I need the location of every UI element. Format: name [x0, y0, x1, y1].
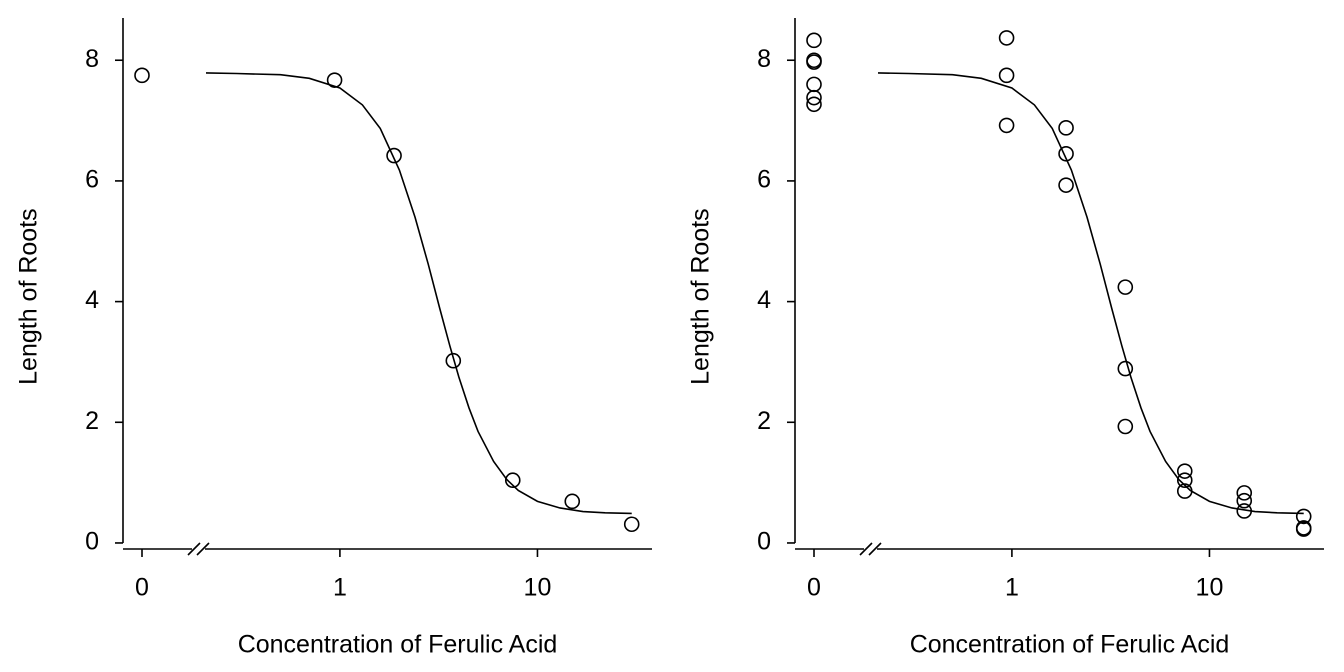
data-point — [1176, 463, 1193, 479]
data-point — [1117, 279, 1134, 295]
y-tick-label: 2 — [757, 407, 771, 435]
data-point — [1295, 521, 1312, 537]
data-point — [806, 54, 822, 70]
panel: 0 2 4 6 8 0 1 10 Concentration of Ferulic Acid Le… — [15, 18, 652, 659]
x-tick-label: 1 — [333, 574, 347, 602]
x-axis-label: Concentration of Ferulic Acid — [238, 631, 558, 659]
axis-break — [196, 542, 210, 556]
data-point — [1117, 360, 1134, 377]
data-point — [1058, 120, 1074, 136]
x-tick-label: 10 — [1196, 574, 1224, 602]
data-point — [998, 67, 1015, 84]
data-point — [1236, 485, 1253, 501]
axis-break — [859, 542, 873, 556]
data-point — [1176, 483, 1193, 499]
data-point — [806, 89, 822, 106]
y-tick-label: 0 — [85, 528, 99, 556]
data-point — [806, 96, 822, 113]
data-point — [623, 516, 640, 533]
fit-curve — [877, 72, 1304, 515]
data-point — [1117, 418, 1134, 435]
data-point — [134, 67, 150, 84]
y-axis-label: Length of Roots — [687, 208, 715, 385]
x-tick-label: 0 — [135, 574, 149, 602]
data-point — [386, 147, 402, 164]
x-tick-label: 1 — [1005, 574, 1019, 602]
fit-curve — [205, 72, 632, 515]
x-axis-label: Concentration of Ferulic Acid — [910, 631, 1230, 659]
y-tick-label: 4 — [757, 286, 771, 314]
data-point — [504, 472, 521, 489]
y-tick-label: 6 — [757, 166, 771, 194]
data-point — [998, 117, 1015, 134]
y-tick-label: 8 — [85, 45, 99, 73]
axis-break — [868, 542, 882, 556]
data-point — [1176, 472, 1193, 489]
y-tick-label: 8 — [757, 45, 771, 73]
data-point — [1058, 145, 1074, 162]
y-axis-label: Length of Roots — [15, 208, 43, 385]
panel: 0 2 4 6 8 0 1 10 Concentration of Ferulic Acid Le… — [687, 18, 1324, 659]
y-tick-label: 6 — [85, 166, 99, 194]
data-point — [806, 76, 822, 93]
data-point — [445, 352, 462, 369]
data-point — [564, 493, 581, 510]
y-tick-label: 4 — [85, 286, 99, 314]
axis-break — [187, 542, 201, 556]
x-tick-label: 0 — [807, 574, 821, 602]
data-point — [1236, 503, 1253, 519]
data-point — [1236, 492, 1253, 509]
data-point — [998, 30, 1015, 46]
x-tick-label: 10 — [524, 574, 552, 602]
data-point — [326, 72, 343, 88]
data-point — [1295, 508, 1312, 525]
y-tick-label: 2 — [85, 407, 99, 435]
data-point — [1058, 177, 1074, 193]
y-tick-label: 0 — [757, 528, 771, 556]
data-point — [806, 32, 822, 49]
